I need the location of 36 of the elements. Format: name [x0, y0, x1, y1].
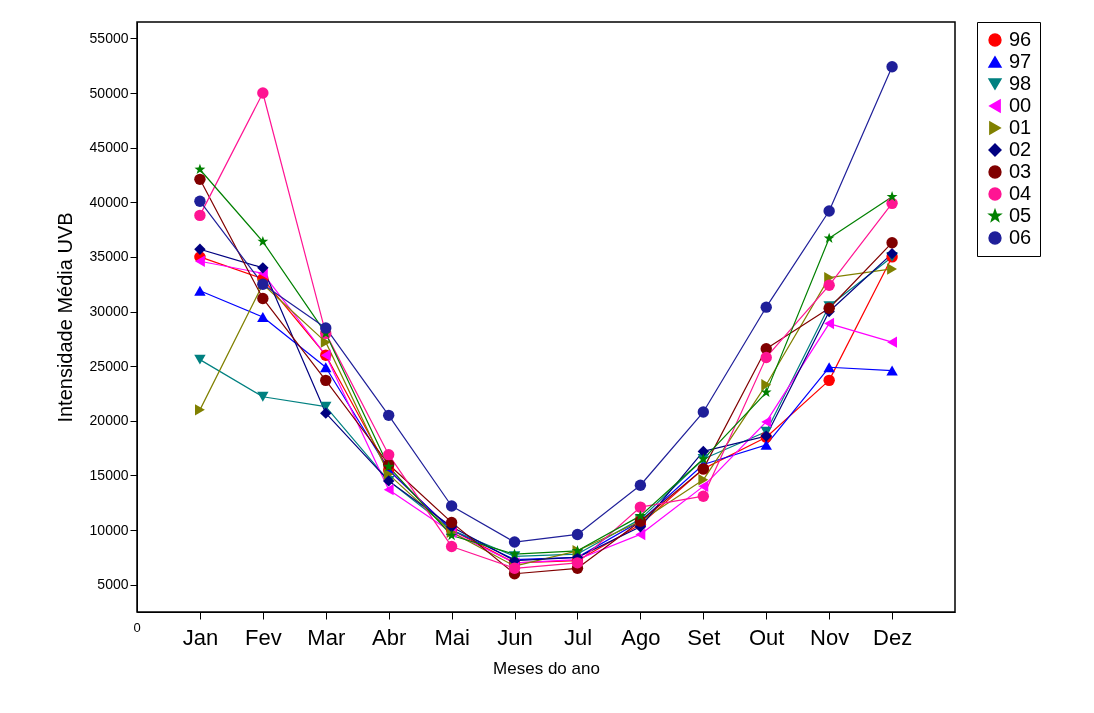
legend-label: 02	[1009, 138, 1032, 160]
x-tick-label: Jul	[563, 624, 593, 650]
y-tick-label: 45000	[89, 139, 129, 156]
y-tick-label: 35000	[89, 248, 129, 265]
x-tick-label: Mar	[307, 624, 346, 650]
y-axis-title: Intensidade Média UVB	[53, 212, 76, 423]
y-tick-label: 20000	[89, 412, 129, 429]
x-tick-label: Abr	[372, 624, 407, 650]
legend-label: 05	[1009, 204, 1032, 226]
y-tick-label: 50000	[89, 84, 129, 101]
legend-label: 04	[1009, 182, 1032, 204]
legend-label: 97	[1009, 50, 1032, 72]
x-tick-label: Out	[749, 624, 785, 650]
x-tick-label: Set	[687, 624, 721, 650]
x-tick-label: Fev	[245, 624, 282, 650]
y-tick-label: 55000	[89, 29, 129, 46]
legend-label: 00	[1009, 94, 1032, 116]
y-tick-label: 25000	[89, 357, 129, 374]
x-tick-label: Nov	[810, 624, 850, 650]
legend-label: 98	[1009, 72, 1032, 94]
y-tick-label: 5000	[97, 576, 129, 593]
legend-label: 06	[1009, 226, 1032, 248]
y-tick-label: 10000	[89, 521, 129, 538]
x-axis-title: Meses do ano	[493, 658, 600, 678]
x-tick-label: Dez	[873, 624, 913, 650]
x-tick-label: Jan	[182, 624, 219, 650]
x-tick-label: Ago	[621, 624, 661, 650]
x-tick-label: Jun	[497, 624, 533, 650]
x-tick-label: Mai	[434, 624, 470, 650]
text: 0	[133, 620, 141, 635]
legend-label: 03	[1009, 160, 1032, 182]
legend-label: 96	[1009, 28, 1032, 50]
y-tick-label: 15000	[89, 466, 129, 483]
y-tick-label: 40000	[89, 193, 129, 210]
legend-label: 01	[1009, 116, 1032, 138]
y-tick-label: 30000	[89, 303, 129, 320]
